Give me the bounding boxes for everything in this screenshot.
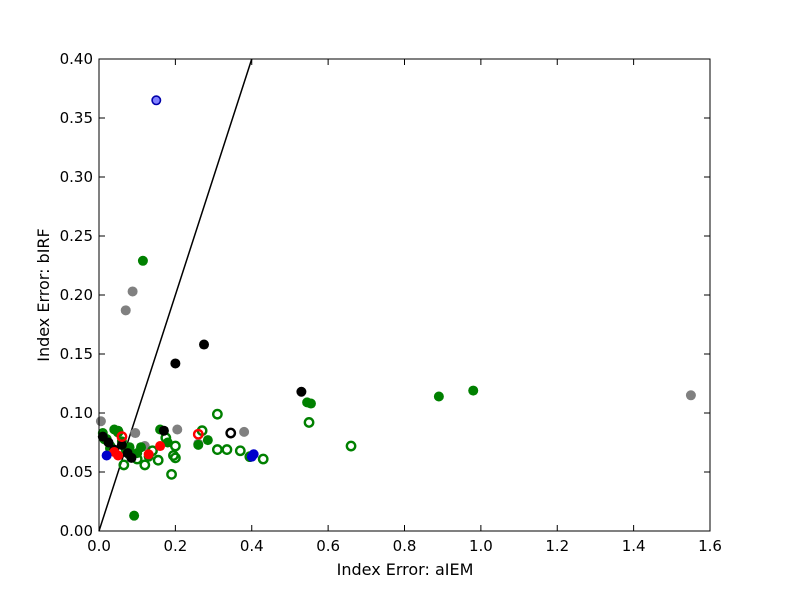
data-point: [211, 408, 223, 420]
data-point: [202, 435, 213, 446]
data-point: [116, 431, 128, 442]
x-tick-label: 0.6: [316, 537, 340, 555]
data-point: [685, 390, 696, 401]
data-point: [152, 454, 164, 466]
data-point: [155, 441, 166, 452]
y-tick-label: 0.25: [60, 227, 93, 245]
x-tick-label: 1.4: [622, 537, 646, 555]
data-point: [116, 439, 127, 450]
data-point: [139, 459, 151, 471]
data-point: [143, 449, 154, 460]
data-point: [129, 510, 140, 521]
data-point: [199, 339, 210, 350]
data-point: [239, 426, 250, 437]
plot-background: [99, 59, 710, 531]
data-point: [136, 442, 147, 453]
data-point: [345, 440, 357, 452]
x-tick-label: 0.8: [393, 537, 417, 555]
y-tick-label: 0.10: [60, 404, 93, 422]
data-point: [305, 398, 316, 409]
x-tick-label: 0.2: [163, 537, 187, 555]
data-point: [169, 452, 181, 464]
y-tick-label: 0.05: [60, 463, 93, 481]
data-point: [248, 449, 259, 460]
data-point: [158, 425, 169, 436]
y-tick-label: 0.20: [60, 286, 93, 304]
x-tick-label: 1.2: [545, 537, 569, 555]
data-point: [130, 428, 141, 439]
y-tick-label: 0.40: [60, 50, 93, 68]
data-point: [101, 450, 112, 461]
y-tick-label: 0.35: [60, 109, 93, 127]
data-point: [113, 450, 124, 461]
y-tick-label: 0.00: [60, 522, 93, 540]
x-tick-label: 1.0: [469, 537, 493, 555]
data-point: [303, 417, 315, 428]
data-point: [166, 468, 177, 480]
data-point: [193, 439, 204, 450]
data-point: [221, 444, 233, 455]
data-point: [95, 416, 106, 427]
x-tick-label: 0.4: [240, 537, 264, 555]
data-point: [169, 440, 181, 452]
data-point: [257, 453, 269, 465]
data-point: [137, 255, 148, 266]
y-tick-label: 0.30: [60, 168, 93, 186]
data-point: [234, 445, 246, 457]
x-axis-label: Index Error: aIEM: [337, 560, 474, 579]
data-point: [468, 385, 479, 396]
y-tick-label: 0.15: [60, 345, 93, 363]
data-point: [433, 391, 444, 402]
data-point: [126, 452, 137, 463]
y-axis-label: Index Error: bIRF: [34, 228, 53, 362]
data-point: [192, 428, 204, 440]
data-point: [103, 437, 114, 448]
data-point: [172, 424, 183, 435]
x-tick-label: 1.6: [698, 537, 722, 555]
x-axis-ticks: 0.0 0.2 0.4 0.6 0.8 1.0 1.2 1.4 1.6: [87, 59, 722, 555]
data-point: [120, 305, 131, 316]
data-point: [151, 95, 162, 106]
data-point: [118, 459, 130, 471]
x-tick-label: 0.0: [87, 537, 111, 555]
data-point: [296, 386, 307, 397]
data-point: [225, 427, 237, 439]
y-axis-ticks: 0.00 0.05 0.10 0.15 0.20 0.25 0.30 0.35 0.40: [60, 50, 710, 540]
data-point: [170, 358, 181, 369]
data-point: [127, 286, 138, 297]
points-layer: [95, 95, 696, 521]
